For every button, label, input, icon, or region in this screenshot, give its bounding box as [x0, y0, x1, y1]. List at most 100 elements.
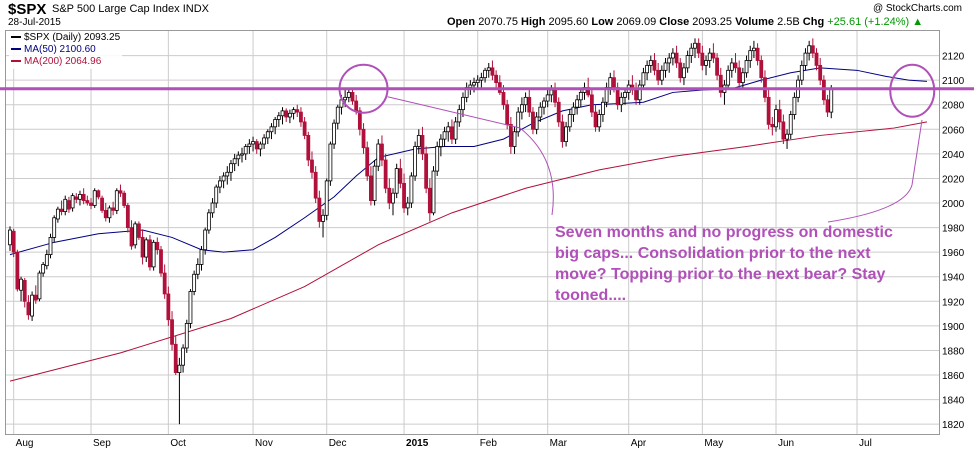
- candle-body: [173, 343, 178, 373]
- candle-body: [225, 171, 230, 177]
- candle-body: [545, 94, 550, 102]
- candle-body: [413, 146, 418, 177]
- candle-body: [508, 123, 513, 147]
- candle-body: [15, 251, 20, 290]
- candle-body: [67, 200, 71, 210]
- candle-body: [247, 143, 252, 147]
- candle-body: [693, 42, 697, 49]
- candle-body: [733, 62, 738, 69]
- candle-body: [162, 272, 167, 295]
- candle-body: [755, 47, 760, 61]
- candle-body: [26, 302, 31, 316]
- candle-body: [553, 89, 557, 103]
- candle-body: [431, 170, 436, 214]
- candle-body: [597, 114, 602, 128]
- candle-body: [608, 77, 613, 88]
- candle-body: [350, 92, 355, 102]
- candle-body: [446, 126, 451, 133]
- candle-body: [140, 237, 145, 258]
- candle-body: [11, 230, 16, 253]
- quote-row: Open 2070.75 High 2095.60 Low 2069.09 Cl…: [447, 16, 923, 28]
- candle-body: [166, 293, 171, 321]
- candle-body: [475, 79, 480, 84]
- candle-body: [302, 121, 307, 136]
- candle-body: [567, 114, 572, 128]
- candle-body: [744, 60, 749, 74]
- y-tick-label: 2060: [942, 125, 965, 136]
- y-tick-label: 1840: [942, 396, 965, 407]
- x-tick-label: 2015: [406, 438, 429, 449]
- candle-body: [136, 223, 141, 238]
- candle-body: [346, 92, 351, 98]
- y-tick-label: 1860: [942, 371, 965, 382]
- x-tick-label: Jun: [778, 438, 794, 449]
- candle-body: [490, 67, 495, 76]
- candle-body: [759, 60, 764, 79]
- candle-body: [22, 280, 27, 302]
- candle-body: [295, 109, 300, 113]
- candle-body: [612, 77, 616, 88]
- candle-body: [280, 110, 285, 117]
- candle-body: [394, 168, 399, 194]
- candle-body: [696, 42, 701, 54]
- candle-body: [788, 114, 793, 135]
- candle-body: [365, 147, 370, 177]
- candle-body: [144, 239, 149, 258]
- legend-price: $SPX (Daily) 2093.25: [11, 32, 120, 44]
- highlight-circle: [338, 63, 389, 114]
- exchange: INDX: [182, 3, 209, 15]
- x-tick-label: Dec: [329, 438, 347, 449]
- candle-body: [494, 74, 499, 84]
- candle-body: [468, 84, 473, 88]
- x-tick-label: Jul: [859, 438, 872, 449]
- candle-body: [391, 192, 395, 204]
- candle-body: [383, 159, 388, 189]
- candle-body: [766, 96, 771, 125]
- candle-body: [33, 294, 38, 301]
- candle-body: [114, 190, 119, 211]
- candle-body: [343, 96, 348, 101]
- low-label: Low: [591, 16, 614, 28]
- y-tick-label: 1980: [942, 224, 965, 235]
- ma200-swatch: [11, 60, 21, 63]
- candle-body: [770, 123, 775, 128]
- price-swatch: [11, 36, 21, 39]
- candle-body: [601, 101, 605, 115]
- candle-body: [774, 109, 778, 128]
- candle-body: [324, 180, 329, 216]
- candle-body: [667, 57, 672, 64]
- x-tick-label: Nov: [255, 438, 273, 449]
- y-tick-label: 1960: [942, 248, 965, 259]
- candle-body: [398, 168, 403, 184]
- candle-body: [810, 45, 815, 54]
- candle-body: [243, 146, 248, 155]
- y-tick-label: 1880: [942, 346, 965, 357]
- candle-body: [41, 264, 46, 274]
- candle-body: [645, 65, 650, 74]
- candle-body: [8, 229, 12, 246]
- candle-body: [199, 249, 204, 265]
- candle-body: [427, 187, 432, 214]
- symbol: $SPX: [8, 1, 47, 18]
- candle-body: [715, 57, 719, 76]
- candle-body: [332, 122, 336, 145]
- chart-date: 28-Jul-2015: [8, 17, 61, 28]
- candle-body: [700, 52, 705, 66]
- candle-body: [133, 223, 138, 246]
- candle-body: [519, 104, 524, 113]
- candle-body: [674, 52, 679, 64]
- candle-body: [726, 69, 731, 86]
- legend-ma50-text: MA(50) 2100.60: [24, 44, 96, 55]
- candle-body: [122, 192, 127, 206]
- candle-body: [405, 202, 410, 209]
- open-label: Open: [447, 16, 476, 28]
- candle-body: [240, 153, 244, 156]
- candle-body: [542, 100, 546, 108]
- candle-body: [357, 110, 362, 130]
- candle-body: [148, 239, 152, 268]
- candle-body: [656, 69, 661, 81]
- legend-price-text: $SPX (Daily) 2093.25: [24, 32, 121, 43]
- candle-body: [170, 319, 174, 345]
- candle-body: [192, 273, 197, 292]
